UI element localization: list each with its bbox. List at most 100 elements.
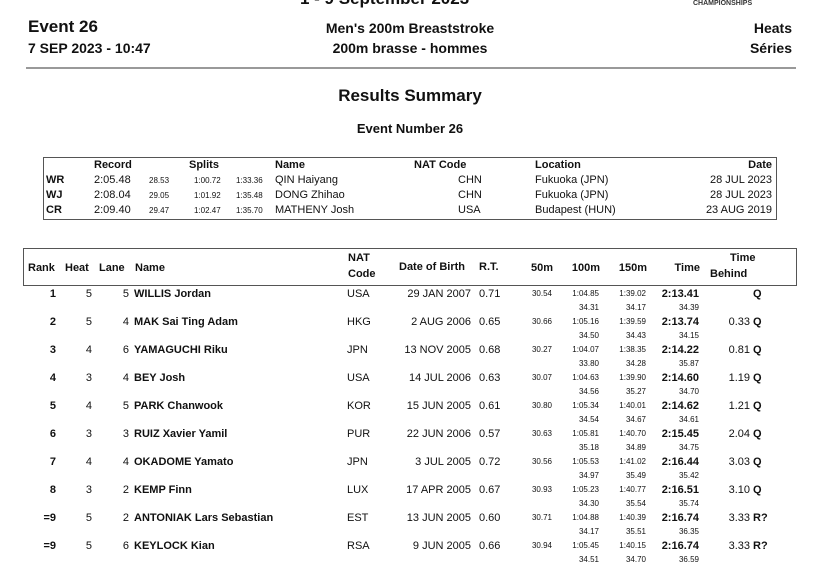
split-150m: 1:39.02 — [619, 289, 646, 298]
lap-150m: 34.28 — [625, 359, 646, 368]
nat-code: RSA — [347, 540, 370, 552]
col-rt: R.T. — [479, 261, 499, 273]
record-split: 1:00.72 — [194, 176, 221, 185]
final-time: 2:16.74 — [661, 540, 699, 552]
records-header-5: Date — [748, 159, 772, 171]
split-50m: 30.27 — [531, 345, 552, 354]
record-split: 1:02.47 — [194, 206, 221, 215]
lane: 4 — [122, 372, 129, 384]
championships-logo: CHAMPIONSHIPS — [693, 0, 753, 7]
time-behind: 1.21 — [728, 400, 750, 412]
header-divider — [26, 67, 796, 69]
split-100m: 1:05.81 — [572, 429, 599, 438]
split-100m: 1:05.16 — [572, 317, 599, 326]
col-150m: 150m — [618, 262, 647, 274]
record-split: 1:35.48 — [236, 191, 263, 200]
nat-code: LUX — [347, 484, 369, 496]
final-time: 2:13.41 — [661, 288, 699, 300]
nat-code: JPN — [347, 456, 368, 468]
event-label: Event 26 — [28, 17, 98, 36]
athlete-name: KEMP Finn — [134, 484, 192, 496]
time-behind: 3.03 — [728, 456, 750, 468]
col-name: Name — [135, 262, 165, 274]
round-en: Heats — [753, 20, 792, 36]
time-behind: 0.81 — [728, 344, 750, 356]
time-behind: 3.33 — [728, 512, 750, 524]
split-50m: 30.07 — [531, 373, 552, 382]
records-header-0: Record — [94, 159, 132, 171]
lap-200m: 34.61 — [678, 415, 699, 424]
heat: 4 — [85, 344, 92, 356]
lap-150m: 35.54 — [625, 499, 646, 508]
record-nat: CHN — [458, 174, 482, 186]
col-rank: Rank — [28, 262, 55, 274]
date-of-birth: 13 NOV 2005 — [404, 344, 471, 356]
record-location: Fukuoka (JPN) — [535, 174, 609, 186]
lane: 6 — [122, 344, 129, 356]
col-nat-code: Code — [348, 268, 376, 280]
date-of-birth: 15 JUN 2005 — [406, 400, 471, 412]
heat: 3 — [85, 372, 92, 384]
athlete-name: RUIZ Xavier Yamil — [134, 428, 228, 440]
final-time: 2:16.51 — [661, 484, 699, 496]
split-150m: 1:39.59 — [619, 317, 646, 326]
athlete-name: ANTONIAK Lars Sebastian — [134, 512, 274, 524]
record-split: 29.47 — [149, 206, 170, 215]
split-50m: 30.80 — [531, 401, 552, 410]
split-50m: 30.71 — [531, 513, 552, 522]
reaction-time: 0.57 — [479, 428, 501, 440]
record-type: WJ — [46, 189, 63, 201]
rank: 3 — [49, 344, 56, 356]
records-table: Record Splits Name NAT Code Location Date WR 2:… — [43, 157, 777, 220]
col-dob: Date of Birth — [399, 261, 465, 273]
event-title-en: Men's 200m Breaststroke — [325, 20, 495, 36]
final-time: 2:15.45 — [661, 428, 699, 440]
final-time: 2:14.62 — [661, 400, 699, 412]
qualification: Q — [753, 344, 762, 356]
heat: 3 — [85, 428, 92, 440]
nat-code: HKG — [347, 316, 371, 328]
split-100m: 1:04.88 — [572, 513, 599, 522]
col-50m: 50m — [530, 262, 553, 274]
split-100m: 1:05.53 — [572, 457, 599, 466]
lap-150m: 35.27 — [625, 387, 646, 396]
nat-code: USA — [347, 372, 370, 384]
qualification: Q — [753, 428, 762, 440]
split-150m: 1:40.15 — [619, 541, 646, 550]
split-50m: 30.56 — [531, 457, 552, 466]
rank: 6 — [49, 428, 56, 440]
championship-dates: 1 - 9 September 2023 — [300, 0, 469, 9]
col-heat: Heat — [65, 262, 89, 274]
col-behind-2: Behind — [710, 268, 748, 280]
heat: 5 — [85, 316, 92, 328]
split-50m: 30.66 — [531, 317, 552, 326]
rank: 2 — [49, 316, 56, 328]
lap-100m: 34.97 — [578, 471, 599, 480]
reaction-time: 0.72 — [479, 456, 501, 468]
event-number: Event Number 26 — [356, 121, 464, 136]
split-150m: 1:40.01 — [619, 401, 646, 410]
lap-100m: 34.54 — [578, 415, 599, 424]
date-of-birth: 13 JUN 2005 — [406, 512, 471, 524]
date-of-birth: 2 AUG 2006 — [411, 316, 471, 328]
record-split: 29.05 — [149, 191, 170, 200]
split-150m: 1:38.35 — [619, 345, 646, 354]
split-150m: 1:39.90 — [619, 373, 646, 382]
reaction-time: 0.61 — [479, 400, 501, 412]
lap-200m: 36.59 — [678, 555, 699, 564]
lap-100m: 34.30 — [578, 499, 599, 508]
split-100m: 1:05.45 — [572, 541, 599, 550]
reaction-time: 0.63 — [479, 372, 501, 384]
record-nat: CHN — [458, 189, 482, 201]
heat: 5 — [85, 512, 92, 524]
record-nat: USA — [458, 204, 481, 216]
lane: 5 — [122, 400, 129, 412]
record-date: 28 JUL 2023 — [710, 174, 772, 186]
time-behind: 0.33 — [728, 316, 750, 328]
split-50m: 30.93 — [531, 485, 552, 494]
lap-100m: 33.80 — [578, 359, 599, 368]
nat-code: KOR — [347, 400, 371, 412]
lane: 3 — [122, 428, 129, 440]
split-100m: 1:05.23 — [572, 485, 599, 494]
split-100m: 1:05.34 — [572, 401, 599, 410]
